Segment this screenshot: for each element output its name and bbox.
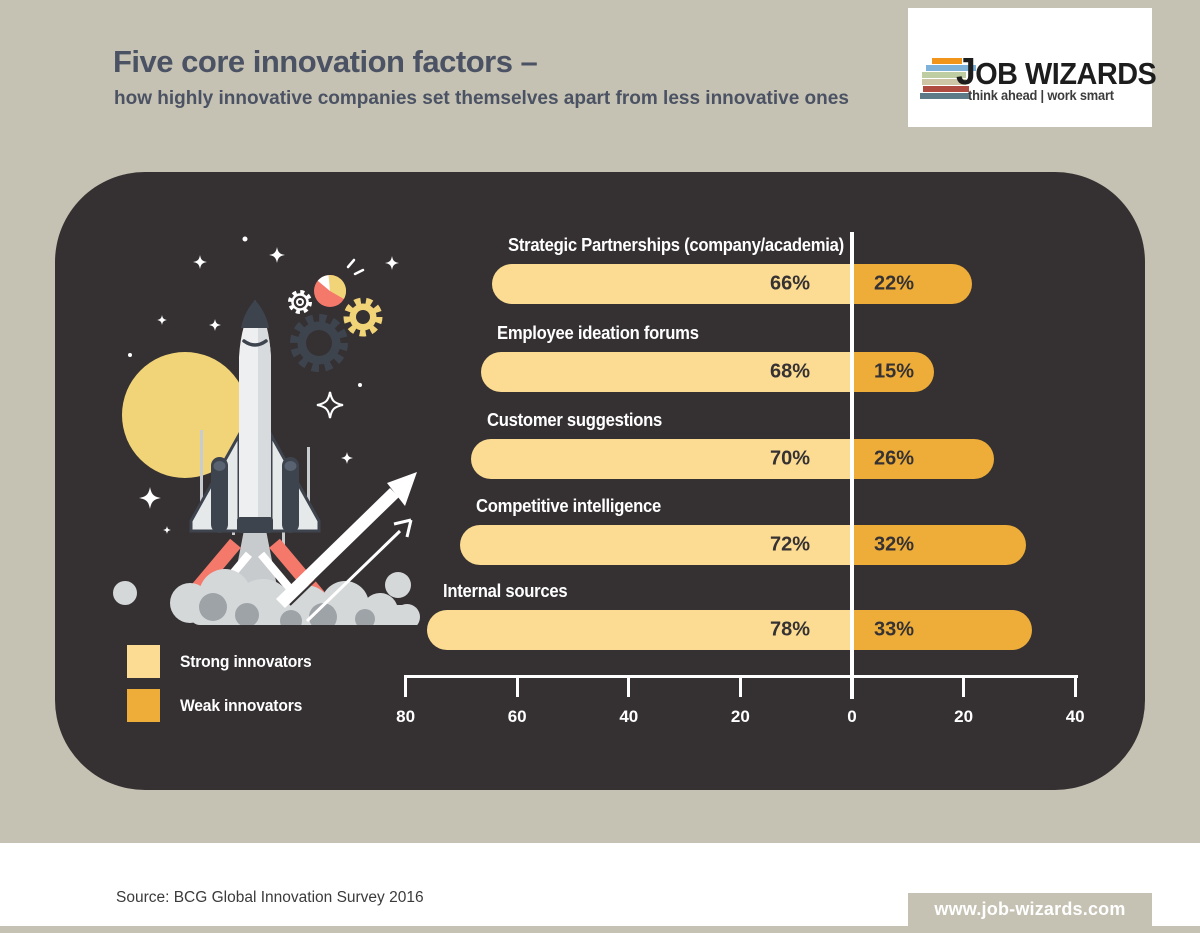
axis-tick	[515, 675, 519, 697]
axis-baseline	[405, 675, 1079, 678]
outline-gear-icon	[288, 290, 312, 314]
smoke-clouds	[113, 569, 420, 625]
bar-strong-innovators: 72%	[459, 525, 852, 565]
logo-stripe	[923, 86, 969, 92]
website-link[interactable]: www.job-wizards.com	[908, 893, 1152, 926]
logo-stripe	[922, 79, 966, 85]
rocket-launch-illustration	[113, 236, 420, 625]
axis-tick	[738, 675, 742, 697]
logo-stripe	[932, 58, 962, 64]
bar-strong-innovators: 66%	[492, 264, 852, 304]
bar-value-weak: 15%	[874, 360, 915, 383]
growth-arrow-icon	[276, 472, 417, 623]
zero-axis-line	[850, 232, 854, 699]
footer: Source: BCG Global Innovation Survey 201…	[0, 843, 1200, 926]
logo-tagline: think ahead | work smart	[968, 88, 1114, 103]
axis-tick-label: 40	[1065, 707, 1085, 726]
axis-tick	[962, 675, 966, 697]
axis-tick	[1073, 675, 1077, 697]
bar-value-weak: 22%	[874, 272, 915, 295]
yellow-gear-icon	[343, 297, 383, 337]
logo: JOB WIZARDS think ahead | work smart	[908, 8, 1157, 127]
axis-tick	[404, 675, 408, 697]
bar-value-strong: 70%	[769, 447, 810, 470]
logo-name: JOB WIZARDS	[956, 51, 1157, 93]
bar-value-strong: 72%	[769, 533, 810, 556]
logo-stripe	[926, 65, 976, 71]
bar-value-weak: 33%	[874, 618, 915, 641]
source-note: Source: BCG Global Innovation Survey 201…	[116, 889, 424, 906]
rocket-icon	[189, 300, 321, 533]
logo-stripe	[920, 93, 970, 99]
chart-panel: Strategic Partnerships (company/academia…	[55, 172, 1145, 790]
bar-category-label: Competitive intelligence	[475, 495, 661, 516]
spark-lines	[346, 258, 365, 276]
axis-tick-label: 80	[396, 707, 416, 726]
bar-strong-innovators: 78%	[426, 610, 852, 650]
bar-weak-innovators: 26%	[852, 439, 994, 479]
bar-value-weak: 26%	[874, 447, 915, 470]
pie-chart-icon	[314, 258, 365, 307]
logo-stripe	[922, 72, 966, 78]
legend-swatch-strong	[127, 645, 160, 678]
bar-category-label: Strategic Partnerships (company/academia…	[508, 234, 845, 255]
bar-strong-innovators: 70%	[470, 439, 852, 479]
legend-label: Weak innovators	[180, 696, 303, 715]
axis-tick-label: 20	[730, 707, 750, 726]
legend-swatch-weak	[127, 689, 160, 722]
page-subtitle: how highly innovative companies set them…	[114, 88, 849, 109]
moon-icon	[122, 352, 248, 478]
logo-books-icon	[920, 58, 978, 102]
bar-value-strong: 68%	[769, 360, 810, 383]
bar-strong-innovators: 68%	[481, 352, 852, 392]
bar-category-label: Internal sources	[442, 580, 568, 601]
axis-tick-label: 0	[847, 707, 857, 726]
stars-icon	[128, 236, 399, 534]
bar-value-weak: 32%	[874, 533, 915, 556]
axis-tick-label: 20	[954, 707, 974, 726]
axis-tick	[850, 675, 854, 697]
bar-weak-innovators: 32%	[852, 525, 1027, 565]
legend-label: Strong innovators	[180, 652, 312, 671]
axis-tick-label: 60	[507, 707, 527, 726]
bar-weak-innovators: 15%	[852, 352, 934, 392]
bar-weak-innovators: 33%	[852, 610, 1032, 650]
axis-tick-label: 40	[619, 707, 639, 726]
dark-gear-icon	[290, 314, 348, 372]
bar-value-strong: 66%	[769, 272, 810, 295]
axis-tick	[627, 675, 631, 697]
bar-value-strong: 78%	[769, 618, 810, 641]
page-title: Five core innovation factors –	[113, 44, 538, 79]
bar-category-label: Employee ideation forums	[497, 322, 700, 343]
bar-weak-innovators: 22%	[852, 264, 972, 304]
bar-category-label: Customer suggestions	[486, 409, 662, 430]
